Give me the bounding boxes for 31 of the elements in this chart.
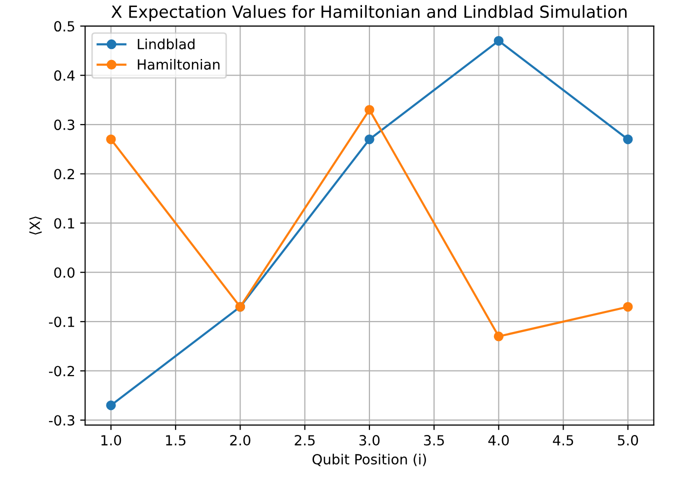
x-tick-label: 3.5 xyxy=(424,435,444,446)
y-tick-label: 0.3 xyxy=(54,120,74,130)
point xyxy=(494,332,504,342)
x-tick-label: 5.0 xyxy=(618,435,638,446)
point xyxy=(623,302,633,312)
x-tick-label: 2.5 xyxy=(294,435,315,446)
y-tick-label: -0.3 xyxy=(48,415,74,426)
x-tick-label: 4.5 xyxy=(552,435,574,446)
chart-title: X Expectation Values for Hamiltonian and Lindblad Simulation xyxy=(111,5,627,22)
point xyxy=(106,134,116,144)
y-tick-label: 0.2 xyxy=(54,168,74,180)
x-tick-label: 3.0 xyxy=(359,435,380,446)
y-tick-label: 0.5 xyxy=(54,21,74,32)
y-tick-label: 0.1 xyxy=(54,218,74,229)
y-tick-label: 0.0 xyxy=(54,267,74,278)
legend-label: Hamiltonian xyxy=(138,58,220,70)
x-tick-label: 4.0 xyxy=(488,435,509,446)
x-axis-title: Qubit Position (i) xyxy=(312,454,426,466)
legend-label: Lindblad xyxy=(138,38,194,50)
y-tick-label: -0.2 xyxy=(48,366,74,376)
point xyxy=(623,134,633,144)
x-tick-label: 1.0 xyxy=(101,435,122,446)
x-tick-label: 1.5 xyxy=(166,435,186,446)
point xyxy=(364,134,374,144)
point xyxy=(106,400,116,410)
point xyxy=(494,36,504,46)
point xyxy=(364,104,374,115)
y-axis-title: ⟨X⟩ xyxy=(29,216,42,234)
y-tick-label: -0.1 xyxy=(48,316,74,328)
y-tick-label: 0.4 xyxy=(54,70,75,81)
x-tick-label: 2.0 xyxy=(230,435,250,446)
